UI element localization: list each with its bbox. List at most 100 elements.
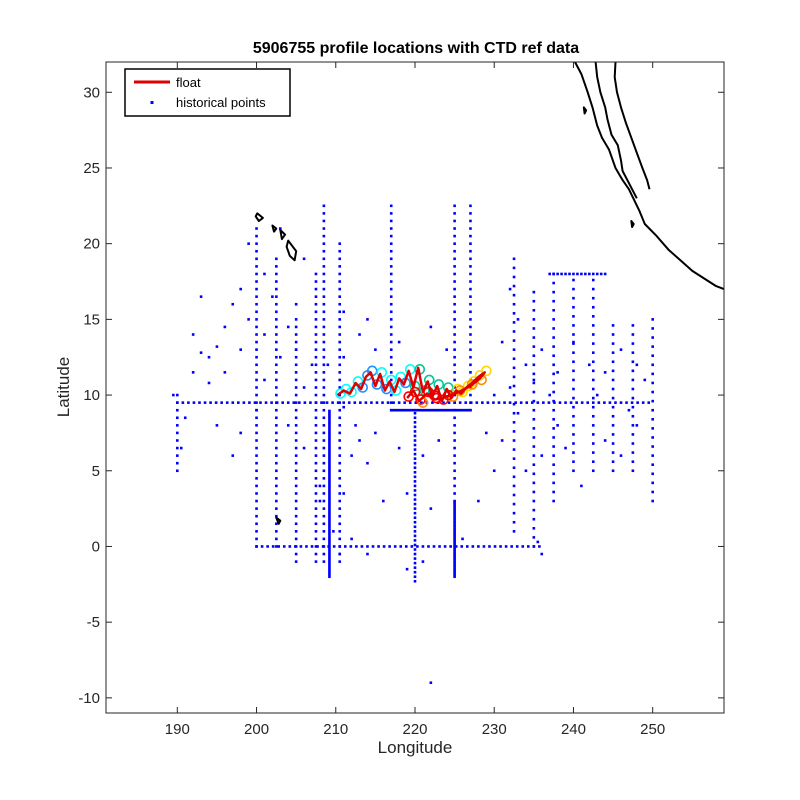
historical-point <box>453 325 456 329</box>
historical-point <box>459 408 463 412</box>
historical-point <box>556 272 559 276</box>
legend-box <box>124 68 291 117</box>
historical-point <box>255 545 258 548</box>
historical-point <box>458 408 461 412</box>
historical-point <box>552 490 555 494</box>
historical-point <box>465 408 469 412</box>
float-track-layer <box>336 366 486 403</box>
historical-point <box>255 537 258 541</box>
historical-point <box>429 408 433 412</box>
historical-point <box>492 469 496 473</box>
historical-point <box>413 470 417 474</box>
historical-point <box>486 401 490 404</box>
historical-point <box>512 530 516 533</box>
historical-point <box>611 333 615 336</box>
historical-point <box>449 545 452 548</box>
y-axis-ticks: -10 -5 0 5 10 15 20 25 30 <box>78 84 724 707</box>
historical-point <box>402 408 406 412</box>
historical-point <box>453 454 456 457</box>
historical-point <box>314 378 318 382</box>
historical-point <box>322 537 326 541</box>
historical-point <box>614 401 617 404</box>
historical-point <box>453 242 456 245</box>
historical-point <box>552 372 555 376</box>
historical-point <box>572 469 575 473</box>
historical-point <box>314 439 318 442</box>
historical-point <box>599 272 603 276</box>
historical-point <box>294 469 298 473</box>
historical-point <box>603 272 607 276</box>
historical-point <box>453 528 456 531</box>
historical-point <box>552 436 555 439</box>
historical-point <box>255 249 258 253</box>
historical-point <box>564 446 567 450</box>
historical-point <box>512 448 516 451</box>
historical-point <box>176 424 179 427</box>
historical-point <box>314 514 318 518</box>
historical-point <box>651 354 654 358</box>
historical-point <box>294 484 298 488</box>
historical-point <box>176 401 179 404</box>
historical-point <box>552 399 555 403</box>
historical-point <box>469 325 472 329</box>
historical-point <box>469 355 472 359</box>
historical-point <box>328 436 331 440</box>
historical-point <box>453 348 456 351</box>
historical-point <box>524 363 528 367</box>
historical-point <box>314 492 318 495</box>
historical-point <box>512 511 516 515</box>
historical-point <box>453 535 456 539</box>
historical-point <box>611 324 615 327</box>
historical-point <box>413 416 417 420</box>
historical-point <box>453 492 456 495</box>
historical-point <box>314 424 318 427</box>
historical-point <box>611 433 615 436</box>
historical-point <box>338 522 342 526</box>
historical-point <box>314 310 318 314</box>
historical-point <box>591 342 595 345</box>
island-outline <box>254 212 264 222</box>
historical-point <box>453 510 456 513</box>
historical-point <box>453 219 456 223</box>
historical-point <box>314 446 318 450</box>
historical-point <box>294 446 298 450</box>
historical-point <box>328 425 331 429</box>
historical-point <box>453 542 456 546</box>
historical-point <box>255 257 258 261</box>
historical-point <box>282 545 286 548</box>
historical-point <box>176 446 179 450</box>
historical-point <box>292 401 296 404</box>
historical-point <box>512 257 516 261</box>
historical-point <box>328 414 331 417</box>
historical-point <box>176 408 179 412</box>
historical-point <box>631 405 635 409</box>
historical-point <box>294 302 298 306</box>
historical-point <box>453 234 456 238</box>
historical-point <box>374 348 377 351</box>
historical-point <box>631 342 635 345</box>
historical-point <box>469 204 472 208</box>
historical-point <box>275 454 278 457</box>
float-profile-marker <box>415 394 426 405</box>
historical-point <box>631 387 635 391</box>
historical-point <box>370 401 373 404</box>
historical-point <box>552 445 555 448</box>
historical-point <box>412 408 415 412</box>
historical-point <box>651 417 654 421</box>
historical-point <box>453 533 456 537</box>
historical-point <box>413 443 417 447</box>
y-tick-label: 15 <box>83 311 100 328</box>
historical-point <box>320 401 323 404</box>
historical-point <box>453 280 456 283</box>
historical-point <box>328 530 331 533</box>
historical-point <box>366 552 369 556</box>
historical-point <box>338 552 342 556</box>
historical-point <box>322 249 326 253</box>
historical-point <box>263 333 266 336</box>
historical-point <box>503 401 506 404</box>
historical-point <box>338 340 342 344</box>
historical-point <box>611 414 615 418</box>
historical-point <box>322 333 326 336</box>
historical-point <box>548 393 551 397</box>
